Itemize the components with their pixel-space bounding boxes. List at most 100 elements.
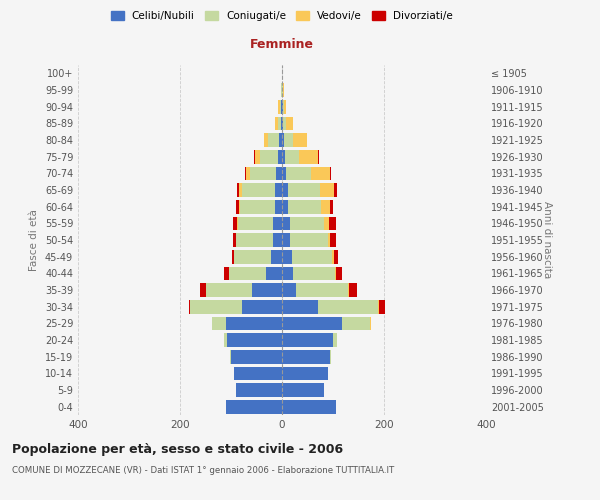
Bar — [296, 283, 349, 297]
Bar — [250, 166, 276, 180]
Bar — [329, 216, 335, 230]
Bar — [334, 250, 338, 264]
Bar — [286, 116, 293, 130]
Bar — [230, 350, 231, 364]
Bar — [335, 266, 336, 280]
Bar — [236, 183, 239, 197]
Bar — [236, 200, 239, 213]
Bar — [282, 350, 331, 364]
Bar — [260, 150, 278, 164]
Bar — [283, 116, 286, 130]
Bar — [283, 100, 284, 114]
Bar — [328, 233, 331, 247]
Bar — [284, 100, 286, 114]
Bar — [282, 266, 293, 280]
Bar — [293, 133, 307, 147]
Bar — [188, 300, 190, 314]
Bar — [247, 166, 250, 180]
Bar — [282, 233, 290, 247]
Text: Popolazione per età, sesso e stato civile - 2006: Popolazione per età, sesso e stato civil… — [12, 442, 343, 456]
Bar — [321, 200, 331, 213]
Bar — [282, 150, 284, 164]
Bar — [242, 300, 282, 314]
Bar — [224, 266, 229, 280]
Bar — [226, 316, 282, 330]
Bar — [280, 133, 282, 147]
Bar — [236, 383, 282, 397]
Bar — [268, 133, 280, 147]
Bar — [282, 133, 284, 147]
Bar — [278, 100, 280, 114]
Bar — [227, 333, 282, 347]
Bar — [282, 383, 324, 397]
Bar — [278, 116, 281, 130]
Bar — [331, 233, 335, 247]
Bar — [232, 250, 234, 264]
Bar — [318, 150, 319, 164]
Bar — [233, 233, 236, 247]
Text: Femmine: Femmine — [250, 38, 314, 51]
Bar — [280, 100, 281, 114]
Bar — [284, 150, 299, 164]
Bar — [282, 283, 296, 297]
Bar — [206, 283, 253, 297]
Legend: Celibi/Nubili, Coniugati/e, Vedovi/e, Divorziati/e: Celibi/Nubili, Coniugati/e, Vedovi/e, Di… — [108, 8, 456, 24]
Bar — [224, 333, 227, 347]
Bar — [242, 183, 275, 197]
Bar — [293, 266, 335, 280]
Bar — [290, 216, 325, 230]
Bar — [233, 216, 237, 230]
Text: COMUNE DI MOZZECANE (VR) - Dati ISTAT 1° gennaio 2006 - Elaborazione TUTTITALIA.: COMUNE DI MOZZECANE (VR) - Dati ISTAT 1°… — [12, 466, 394, 475]
Bar — [325, 216, 329, 230]
Bar — [245, 166, 247, 180]
Bar — [229, 266, 266, 280]
Bar — [271, 250, 282, 264]
Bar — [378, 300, 379, 314]
Bar — [238, 216, 273, 230]
Bar — [266, 266, 282, 280]
Bar — [282, 166, 286, 180]
Bar — [275, 200, 282, 213]
Bar — [331, 200, 333, 213]
Bar — [237, 216, 238, 230]
Bar — [282, 333, 333, 347]
Bar — [281, 116, 282, 130]
Bar — [200, 283, 206, 297]
Bar — [330, 166, 331, 180]
Bar — [273, 216, 282, 230]
Bar — [273, 233, 282, 247]
Bar — [236, 233, 273, 247]
Bar — [318, 300, 378, 314]
Bar — [276, 166, 282, 180]
Bar — [311, 166, 330, 180]
Bar — [282, 200, 288, 213]
Bar — [264, 133, 268, 147]
Bar — [283, 83, 284, 97]
Bar — [282, 250, 292, 264]
Bar — [288, 183, 320, 197]
Bar — [332, 250, 334, 264]
Bar — [320, 183, 334, 197]
Bar — [282, 183, 288, 197]
Bar — [282, 216, 290, 230]
Bar — [334, 183, 337, 197]
Bar — [286, 166, 311, 180]
Bar — [282, 316, 342, 330]
Bar — [282, 116, 283, 130]
Bar — [282, 300, 318, 314]
Bar — [284, 133, 293, 147]
Bar — [231, 350, 282, 364]
Bar — [226, 400, 282, 413]
Bar — [278, 150, 282, 164]
Bar — [292, 250, 332, 264]
Bar — [239, 200, 240, 213]
Bar — [255, 150, 260, 164]
Bar — [275, 183, 282, 197]
Bar — [212, 316, 226, 330]
Bar — [253, 283, 282, 297]
Bar — [379, 300, 385, 314]
Bar — [282, 400, 335, 413]
Bar — [254, 150, 255, 164]
Bar — [288, 200, 321, 213]
Bar — [190, 300, 242, 314]
